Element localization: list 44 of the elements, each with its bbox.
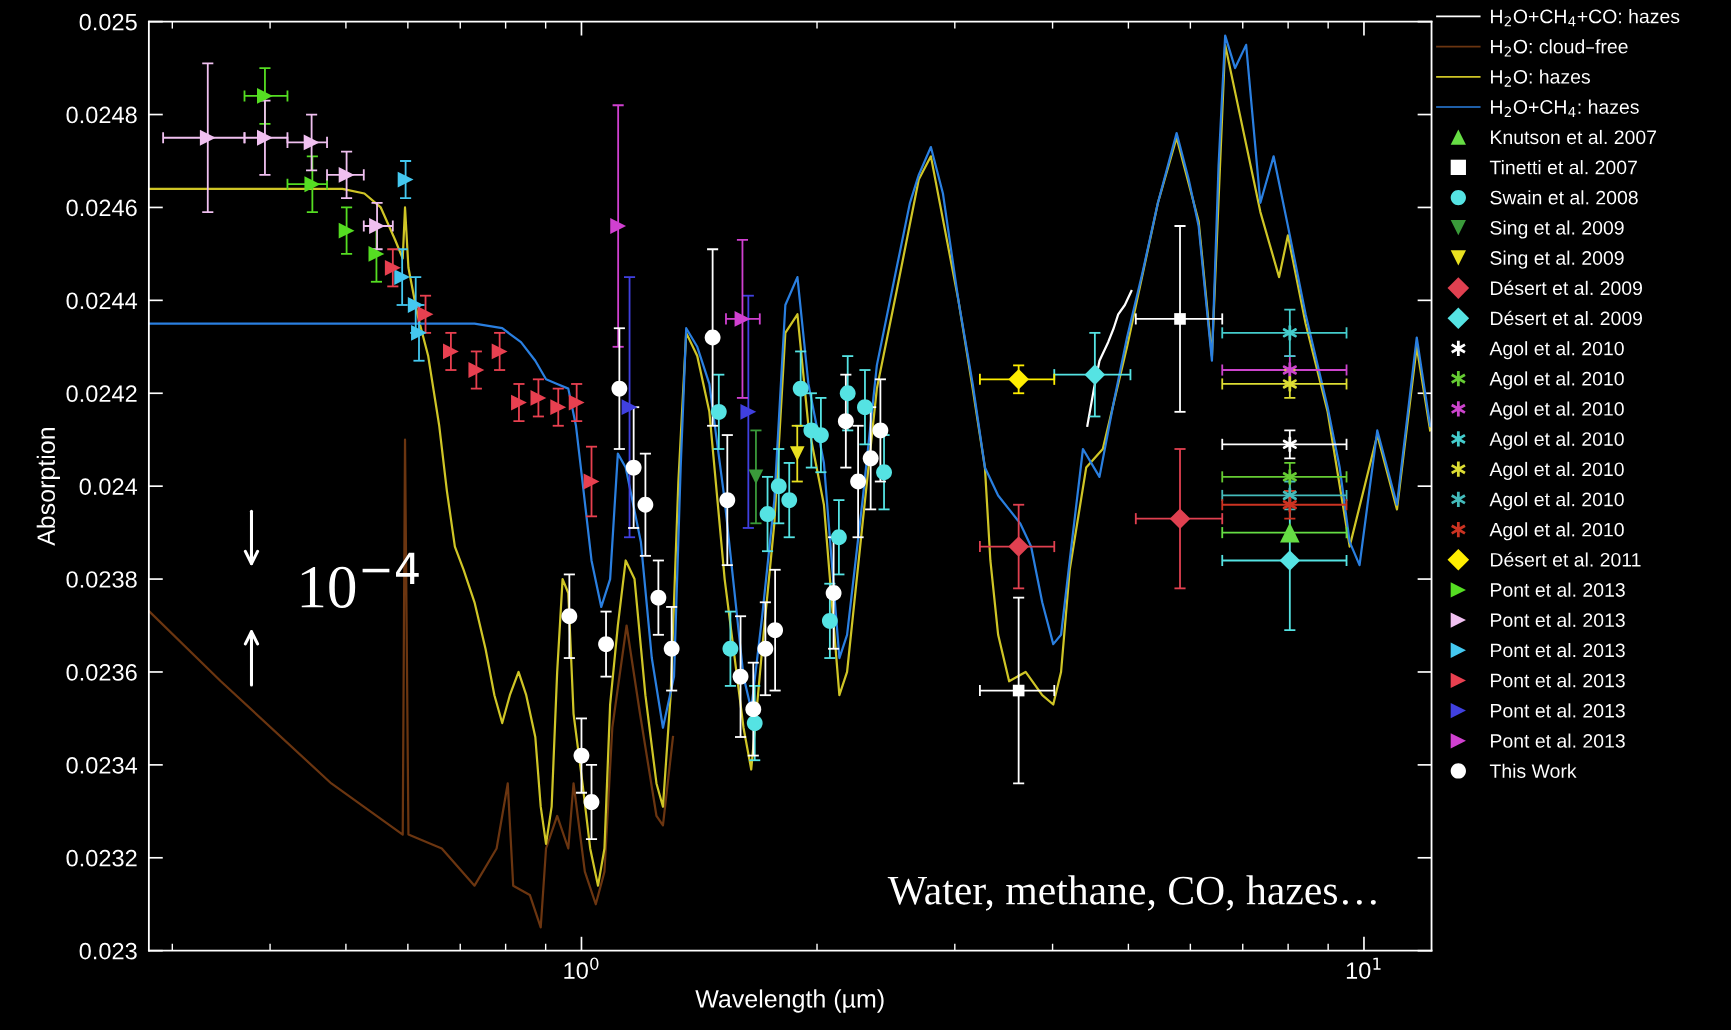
legend-label: Agol et al. 2010	[1489, 371, 1624, 390]
y-tick-label: 0.0238	[66, 571, 137, 588]
legend-label: Agol et al. 2010	[1489, 492, 1624, 511]
y-tick-label: 0.0234	[66, 756, 138, 774]
annotation: 10$^{−4}$	[301, 552, 419, 608]
legend-label: H$_{2}$O: cloud–free	[1491, 39, 1628, 57]
legend-label: Sing et al. 2009	[1490, 250, 1624, 269]
legend-label: Agol et al. 2010	[1489, 461, 1624, 480]
y-tick-label: 0.0246	[66, 199, 137, 217]
legend-label: H$_{2}$O+CH$_{4}$+CO: hazes	[1491, 9, 1680, 27]
legend-label: Pont et al. 2013	[1491, 642, 1625, 658]
line-series	[1086, 289, 1133, 427]
x-tick-label: 10$^{1}$	[1346, 957, 1381, 979]
y-tick-label: 0.0248	[66, 106, 137, 124]
legend-label: Pont et al. 2013	[1491, 733, 1625, 748]
legend-label: H$_{2}$O: hazes	[1491, 69, 1590, 87]
y-tick-label: 0.0232	[66, 849, 137, 867]
x-axis-title: Wavelength (µm)	[695, 989, 884, 1013]
legend-label: Agol et al. 2010	[1489, 522, 1624, 541]
legend-label: Agol et al. 2010	[1489, 401, 1624, 420]
legend-label: Désert et al. 2011	[1491, 552, 1641, 567]
legend-label: Agol et al. 2010	[1489, 341, 1624, 360]
legend-label: H$_{2}$O+CH$_{4}$: hazes	[1491, 99, 1639, 117]
y-tick-label: 0.024	[79, 478, 138, 495]
y-tick-label: 0.0244	[66, 292, 138, 310]
legend-label: Tinetti et al. 2007	[1489, 160, 1637, 175]
legend-label: Pont et al. 2013	[1491, 612, 1625, 628]
y-axis-title: Absorption	[36, 428, 60, 546]
legend-label: This Work	[1489, 763, 1577, 778]
legend-label: Pont et al. 2013	[1491, 703, 1625, 718]
legend-label: Désert et al. 2009	[1491, 280, 1643, 296]
legend-label: Sing et al. 2009	[1490, 220, 1624, 239]
y-tick-label: 0.025	[79, 13, 137, 31]
y-tick-label: 0.023	[79, 942, 137, 960]
legend-label: Knutson et al. 2007	[1491, 129, 1657, 145]
legend-label: Agol et al. 2010	[1489, 431, 1624, 450]
y-tick-label: 0.0236	[66, 664, 137, 681]
legend-label: Pont et al. 2013	[1491, 582, 1625, 597]
x-tick-label: 10$^{0}$	[564, 957, 599, 979]
y-tick-label: 0.0242	[66, 385, 137, 403]
annotation: Water, methane, CO, hazes…	[887, 875, 1376, 911]
legend-label: Swain et al. 2008	[1490, 190, 1638, 205]
legend-label: Pont et al. 2013	[1491, 673, 1625, 688]
legend-label: Désert et al. 2009	[1491, 310, 1643, 326]
